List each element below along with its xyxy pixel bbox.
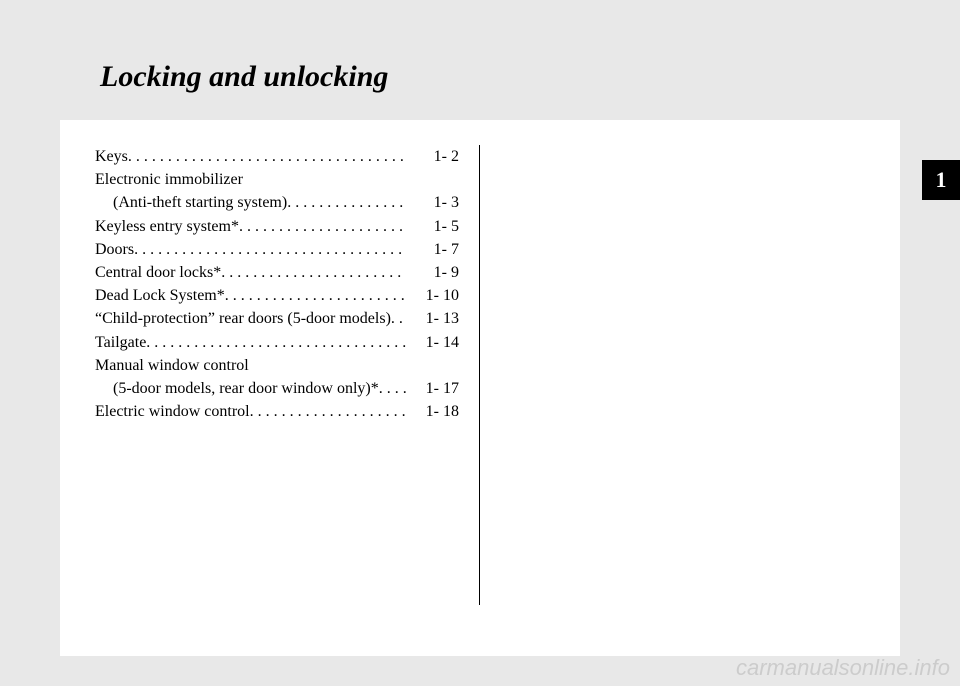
toc-entry: (Anti-theft starting system). . . . . . … — [95, 191, 459, 214]
toc-label: Keyless entry system* — [95, 215, 239, 238]
toc-entry: Tailgate. . . . . . . . . . . . . . . . … — [95, 331, 459, 354]
toc-page: 1- 14 — [407, 331, 459, 354]
toc-column: Keys . . . . . . . . . . . . . . . . . .… — [95, 145, 480, 605]
toc-page: 1- 5 — [407, 215, 459, 238]
toc-page: 1- 18 — [407, 400, 459, 423]
toc-dots: . . . . . — [379, 377, 407, 400]
toc-label: Electronic immobilizer — [95, 168, 243, 191]
empty-column — [480, 145, 865, 605]
toc-page: 1- 17 — [407, 377, 459, 400]
toc-label: Doors — [95, 238, 134, 261]
toc-dots: . . . . . . . . . . . . . . . . . . . . … — [134, 238, 407, 261]
toc-page: 1- 7 — [407, 238, 459, 261]
toc-dots: . . . . . . . . . . . . . . . . . . . . … — [128, 145, 407, 168]
toc-entry: (5-door models, rear door window only)* … — [95, 377, 459, 400]
toc-label: (5-door models, rear door window only)* — [113, 377, 379, 400]
toc-label: (Anti-theft starting system) — [113, 191, 287, 214]
page-title: Locking and unlocking — [100, 60, 388, 94]
page-content: Keys . . . . . . . . . . . . . . . . . .… — [60, 120, 900, 656]
chapter-tab: 1 — [922, 160, 960, 200]
toc-dots: . . . . . . . . . . . . . . . . — [287, 191, 407, 214]
toc-dots: . . . . . . . . . . . . . . . . . . . . … — [239, 215, 407, 238]
toc-page: 1- 3 — [407, 191, 459, 214]
toc-label: Electric window control — [95, 400, 250, 423]
toc-dots: . . . — [391, 307, 407, 330]
toc-dots: . . . . . . . . . . . . . . . . . . . . … — [225, 284, 407, 307]
toc-dots: . . . . . . . . . . . . . . . . . . . . — [250, 400, 407, 423]
toc-entry: Electric window control. . . . . . . . .… — [95, 400, 459, 423]
content-columns: Keys . . . . . . . . . . . . . . . . . .… — [95, 145, 865, 605]
toc-label: Manual window control — [95, 354, 249, 377]
toc-dots: . . . . . . . . . . . . . . . . . . . . … — [146, 331, 407, 354]
toc-entry: Dead Lock System* . . . . . . . . . . . … — [95, 284, 459, 307]
toc-page: 1- 9 — [407, 261, 459, 284]
toc-label: Central door locks* — [95, 261, 221, 284]
toc-entry: Electronic immobilizer — [95, 168, 459, 191]
toc-entry: Central door locks* . . . . . . . . . . … — [95, 261, 459, 284]
toc-dots: . . . . . . . . . . . . . . . . . . . . … — [221, 261, 407, 284]
toc-page: 1- 13 — [407, 307, 459, 330]
watermark: carmanualsonline.info — [736, 655, 950, 681]
toc-entry: “Child-protection” rear doors (5-door mo… — [95, 307, 459, 330]
toc-label: Keys — [95, 145, 128, 168]
toc-page: 1- 2 — [407, 145, 459, 168]
toc-entry: Doors . . . . . . . . . . . . . . . . . … — [95, 238, 459, 261]
toc-label: “Child-protection” rear doors (5-door mo… — [95, 307, 391, 330]
toc-page: 1- 10 — [407, 284, 459, 307]
toc-label: Tailgate — [95, 331, 146, 354]
toc-label: Dead Lock System* — [95, 284, 225, 307]
toc-entry: Manual window control — [95, 354, 459, 377]
toc-entry: Keys . . . . . . . . . . . . . . . . . .… — [95, 145, 459, 168]
toc-entry: Keyless entry system* . . . . . . . . . … — [95, 215, 459, 238]
